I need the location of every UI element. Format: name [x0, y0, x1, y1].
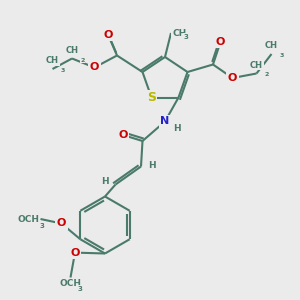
Text: S: S — [147, 91, 156, 104]
Text: 3: 3 — [40, 224, 44, 230]
Text: OCH: OCH — [59, 279, 82, 288]
Text: O: O — [70, 248, 80, 258]
Text: 3: 3 — [280, 53, 284, 58]
Text: CH: CH — [65, 46, 79, 55]
Text: H: H — [148, 160, 156, 169]
Text: CH: CH — [250, 61, 263, 70]
Text: O: O — [57, 218, 66, 229]
Text: H: H — [173, 124, 181, 133]
Text: OCH: OCH — [17, 214, 39, 224]
Text: CH: CH — [265, 41, 278, 50]
Text: O: O — [228, 73, 237, 83]
Text: 3: 3 — [61, 68, 65, 73]
Text: 2: 2 — [80, 58, 85, 62]
Text: 2: 2 — [265, 73, 269, 77]
Text: CH: CH — [46, 56, 59, 65]
Text: O: O — [103, 29, 113, 40]
Text: 3: 3 — [77, 286, 82, 292]
Text: 3: 3 — [184, 34, 188, 40]
Text: O: O — [216, 37, 225, 47]
Text: O: O — [118, 130, 128, 140]
Text: H: H — [101, 177, 109, 186]
Text: N: N — [160, 116, 169, 127]
Text: CH: CH — [172, 28, 187, 38]
Text: O: O — [90, 62, 99, 73]
